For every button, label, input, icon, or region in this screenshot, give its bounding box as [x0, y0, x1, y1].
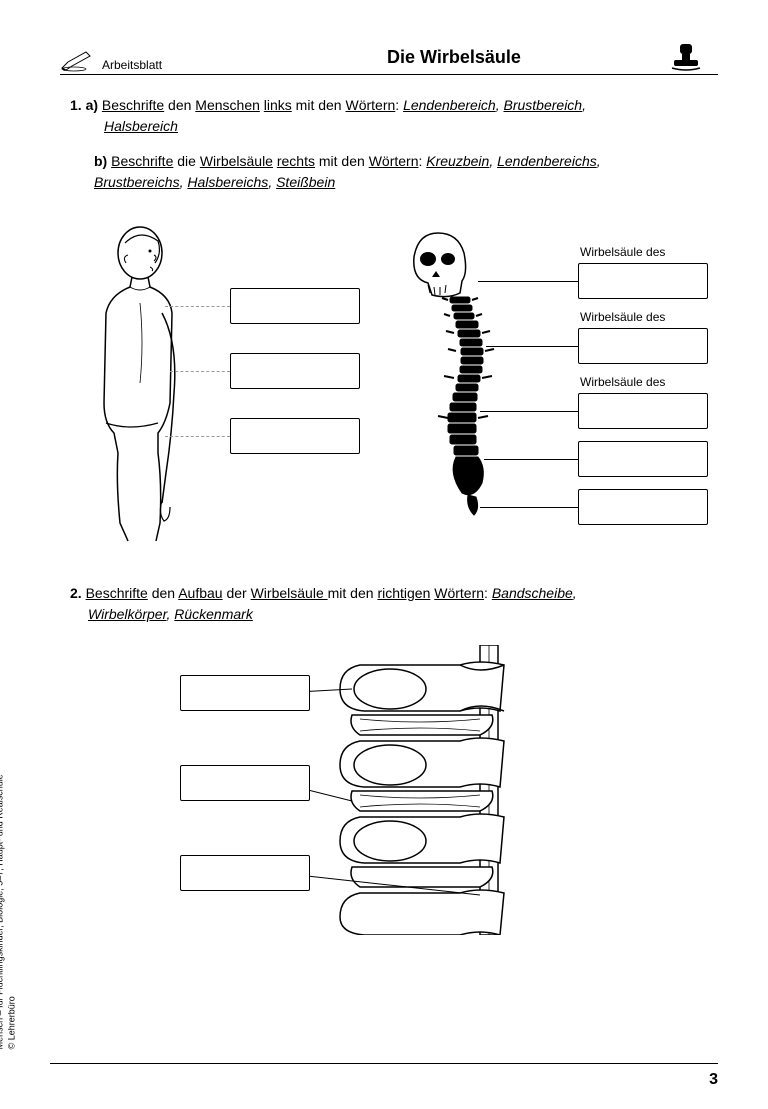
page-number: 3 [709, 1071, 718, 1089]
vertebrae-detail-icon [280, 645, 620, 935]
figures-row: Wirbelsäule des Wirbelsäule des Wirbelsä… [60, 223, 718, 543]
figure-human [70, 223, 370, 543]
answer-box[interactable] [578, 393, 708, 429]
answer-box[interactable] [230, 353, 360, 389]
task-1a: 1. a) Beschrifte den Menschen links mit … [60, 95, 718, 137]
answer-box[interactable] [578, 328, 708, 364]
lead-line [480, 411, 578, 412]
pencil-icon [60, 48, 96, 72]
t1a-verb: Beschrifte [102, 97, 164, 113]
answer-box[interactable] [578, 263, 708, 299]
stamp-icon [668, 40, 718, 72]
credit: Mensch – für Flüchtlingskinder, Biologie… [0, 774, 18, 1049]
header-left: Arbeitsblatt [60, 48, 240, 72]
task-num-1a: 1. a) [70, 97, 98, 113]
task-num-2: 2. [70, 585, 82, 601]
answer-box[interactable] [230, 418, 360, 454]
task-1b: b) Beschrifte die Wirbelsäule rechts mit… [60, 151, 718, 193]
task-2: 2. Beschrifte den Aufbau der Wirbelsäule… [60, 583, 718, 625]
answer-box[interactable] [180, 855, 310, 891]
lead-line [170, 371, 230, 372]
lead-line [165, 436, 230, 437]
human-silhouette-icon [70, 223, 230, 543]
answer-box[interactable] [578, 441, 708, 477]
header-right [668, 40, 718, 72]
worksheet-label: Arbeitsblatt [102, 58, 162, 72]
header: Arbeitsblatt Die Wirbelsäule [60, 40, 718, 75]
answer-box[interactable] [180, 765, 310, 801]
spine-label-2: Wirbelsäule des [580, 310, 665, 324]
lead-line [484, 459, 578, 460]
spine-label-3: Wirbelsäule des [580, 375, 665, 389]
figure-vertebrae-detail [100, 645, 718, 945]
lead-line [486, 346, 578, 347]
footer-line [50, 1063, 718, 1064]
lead-line [480, 507, 578, 508]
spine-label-1: Wirbelsäule des [580, 245, 665, 259]
task-num-1b: b) [94, 153, 107, 169]
spine-icon [388, 223, 568, 543]
lead-line [478, 281, 578, 282]
answer-box[interactable] [578, 489, 708, 525]
answer-box[interactable] [180, 675, 310, 711]
lead-line [165, 306, 230, 307]
figure-spine: Wirbelsäule des Wirbelsäule des Wirbelsä… [388, 223, 708, 543]
answer-box[interactable] [230, 288, 360, 324]
page-title: Die Wirbelsäule [240, 47, 668, 72]
